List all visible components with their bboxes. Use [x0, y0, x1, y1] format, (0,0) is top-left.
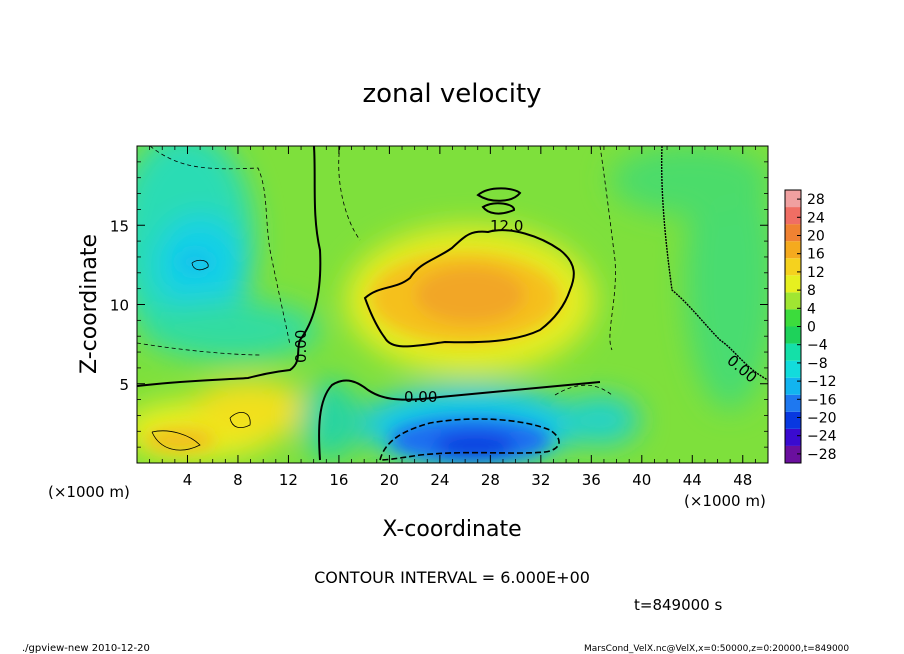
contour-thin-lines	[151, 259, 251, 451]
x-tick-label: 12	[279, 471, 298, 489]
colorbar-swatch	[785, 411, 801, 429]
colorbar-swatch	[785, 360, 801, 378]
colorbar-swatch	[785, 343, 801, 361]
contour-thin-lines	[137, 146, 616, 396]
colorbar-swatch	[785, 241, 801, 259]
colorbar-swatch	[785, 292, 801, 310]
colorbar-tick-label: −12	[807, 374, 837, 390]
x-tick-label: 8	[233, 471, 243, 489]
y-axis-title: Z-coordinate	[77, 234, 102, 374]
colorbar-swatch	[785, 258, 801, 276]
colorbar-tick-label: 16	[807, 247, 825, 263]
x-tick-label: 48	[733, 471, 752, 489]
y-axis: 5 10 15	[110, 161, 768, 448]
contour-lines	[137, 146, 768, 461]
contour-12-line	[363, 229, 575, 348]
x-tick-label: 28	[481, 471, 500, 489]
colorbar-swatch	[785, 394, 801, 412]
contour-interval-text: CONTOUR INTERVAL = 6.000E+00	[314, 568, 590, 587]
x-axis: 4 8 12 16 20 24 28 32 36 40 44 48	[149, 146, 756, 489]
x-tick-label: 20	[380, 471, 399, 489]
colorbar-tick-label: 4	[807, 301, 816, 317]
colorbar-swatch	[785, 445, 801, 463]
y-tick-label: 15	[110, 217, 129, 235]
colorbar-swatch	[785, 309, 801, 327]
colorbar-tick-label: 8	[807, 283, 816, 299]
contour-label: 0.00	[404, 388, 437, 406]
contour-zero-line-mid	[318, 379, 601, 461]
colorbar-tick-label: 24	[807, 210, 825, 226]
colorbar-tick-label: −24	[807, 429, 837, 445]
colorbar-tick-label: −28	[807, 447, 837, 463]
colorbar-tick-label: −16	[807, 392, 837, 408]
colorbar-tick-label: 12	[807, 265, 825, 281]
contour-12-small-line	[481, 202, 515, 215]
x-tick-label: 36	[582, 471, 601, 489]
colorbar-tick-label: 20	[807, 229, 825, 245]
time-text: t=849000 s	[634, 596, 722, 614]
velocity-field	[137, 146, 768, 463]
x-tick-label: 24	[430, 471, 449, 489]
contour-12-small-line	[476, 187, 522, 202]
colorbar-swatch	[785, 377, 801, 395]
x-tick-label: 16	[329, 471, 348, 489]
colorbar-swatch	[785, 275, 801, 293]
colorbar-swatch	[785, 224, 801, 242]
x-axis-title: X-coordinate	[382, 517, 521, 542]
colorbar-swatch	[785, 207, 801, 225]
chart-title: zonal velocity	[362, 79, 541, 109]
colorbar-swatch	[785, 326, 801, 344]
x-tick-label: 4	[183, 471, 193, 489]
x-tick-label: 32	[531, 471, 550, 489]
colorbar-tick-label: −8	[807, 356, 828, 372]
footer-left: ./gpview-new 2010-12-20	[22, 643, 150, 654]
footer-right: MarsCond_VelX.nc@VelX,x=0:50000,z=0:2000…	[584, 644, 849, 654]
contour-neg6-line	[379, 418, 560, 461]
x-tick-label: 40	[632, 471, 651, 489]
contour-label: 12.0	[490, 217, 523, 235]
colorbar-tick-label: 28	[807, 192, 825, 208]
x-unit-label-left: (×1000 m)	[48, 483, 130, 501]
contour-zero-line-right	[661, 146, 768, 381]
colorbar-tick-label: −20	[807, 411, 837, 427]
y-tick-label: 10	[110, 297, 129, 315]
colorbar-tick-label: 0	[807, 320, 816, 336]
contour-zero-line-left	[137, 146, 322, 387]
colorbar-swatch	[785, 190, 801, 208]
colorbar-frame	[784, 189, 802, 464]
x-tick-label: 44	[683, 471, 702, 489]
contour-label: 0.00	[292, 330, 310, 363]
x-unit-label-right: (×1000 m)	[684, 492, 766, 510]
colorbar-tick-label: −4	[807, 338, 828, 354]
colorbar-swatch	[785, 428, 801, 446]
colorbar: 28 24 20 16 12 8 4 0 −4 −8 −12 −16 −20 −24 −28	[785, 190, 837, 463]
y-tick-label: 5	[119, 376, 129, 394]
